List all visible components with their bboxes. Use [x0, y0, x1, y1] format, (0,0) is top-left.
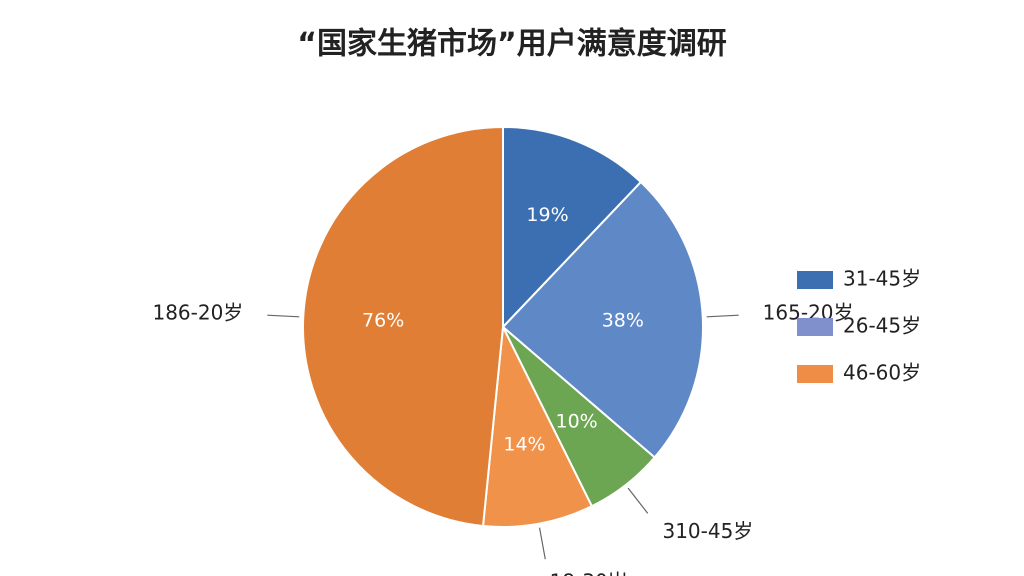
- pie-slice: [302, 125, 504, 528]
- leader-line: [538, 527, 546, 560]
- slice-label: 14%: [503, 434, 545, 456]
- slice-label: 76%: [362, 309, 404, 331]
- legend-swatch: [797, 365, 833, 383]
- legend-label: 46-60岁: [843, 361, 921, 385]
- legend-label: 26-45岁: [843, 314, 921, 338]
- outer-label: 310-45岁: [662, 519, 753, 543]
- legend-swatch: [797, 318, 833, 336]
- slice-label: 10%: [555, 410, 597, 432]
- slice-label: 19%: [526, 204, 568, 226]
- leader-line: [627, 487, 649, 514]
- outer-label: 18-30岁: [550, 569, 628, 576]
- legend-swatch: [797, 271, 833, 289]
- leader-line: [706, 314, 739, 318]
- outer-label: 186-20岁: [152, 300, 243, 324]
- legend-label: 31-45岁: [843, 267, 921, 291]
- pie-slice: [501, 180, 704, 459]
- pie-slice: [481, 323, 594, 528]
- slice-label: 38%: [602, 309, 644, 331]
- chart-title: “国家生猪市场”用户满意度调研: [297, 27, 726, 62]
- leader-line: [267, 314, 300, 318]
- pie-slice: [502, 125, 643, 330]
